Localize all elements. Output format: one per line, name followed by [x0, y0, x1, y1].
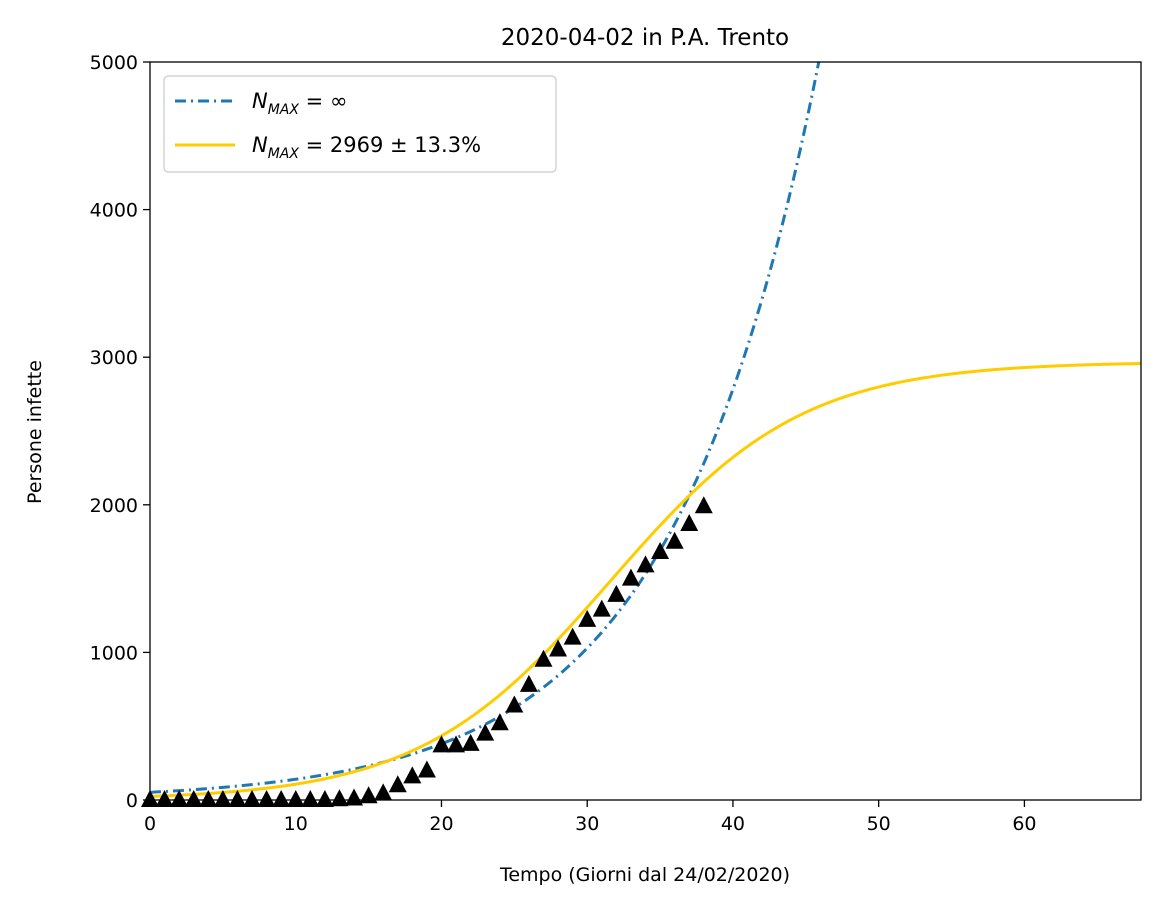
data-point — [374, 783, 393, 801]
data-point — [534, 649, 553, 667]
data-point — [680, 513, 699, 531]
legend-label-1-rest: = 2969 ± 13.3% — [299, 133, 481, 157]
data-point — [272, 790, 291, 807]
data-point — [476, 723, 495, 741]
data-point — [199, 790, 218, 807]
data-point — [301, 790, 320, 807]
data-point — [388, 775, 407, 793]
data-point — [549, 639, 568, 657]
x-tick-label-3: 30 — [575, 813, 599, 835]
data-point — [607, 584, 626, 602]
data-point — [243, 790, 262, 807]
data-point — [490, 713, 509, 731]
data-point — [563, 627, 582, 645]
chart-title: 2020-04-02 in P.A. Trento — [501, 25, 789, 51]
data-point — [345, 788, 364, 806]
legend-box — [163, 75, 557, 173]
data-point — [257, 790, 276, 807]
data-point — [315, 790, 334, 807]
legend-label-1-main: N — [252, 133, 268, 157]
y-tick-label-3: 3000 — [90, 347, 138, 369]
data-point — [432, 735, 451, 753]
data-point — [170, 790, 189, 807]
data-point — [403, 766, 422, 784]
x-tick-label-0: 0 — [144, 813, 156, 835]
y-tick-label-1: 1000 — [90, 642, 138, 664]
data-point — [330, 789, 349, 807]
series-line-0 — [150, 62, 821, 794]
data-point — [651, 542, 670, 560]
data-point — [461, 733, 480, 751]
data-point — [228, 790, 247, 807]
x-axis-label: Tempo (Giorni dal 24/02/2020) — [499, 864, 790, 886]
legend-label-0: NMAX = ∞ — [252, 89, 347, 118]
data-point — [286, 790, 305, 807]
y-tick-label-0: 0 — [126, 790, 138, 812]
data-point — [417, 760, 436, 778]
data-point — [359, 786, 378, 804]
data-point — [665, 531, 684, 549]
series-layer — [150, 62, 1141, 798]
x-tick-label-2: 20 — [429, 813, 453, 835]
x-tick-label-5: 50 — [867, 813, 891, 835]
data-point — [578, 609, 597, 627]
data-point — [621, 568, 640, 586]
data-point — [155, 790, 174, 807]
data-point — [184, 790, 203, 807]
legend-label-1-sub: MAX — [268, 146, 300, 162]
data-point — [505, 695, 524, 713]
x-tick-label-6: 60 — [1012, 813, 1036, 835]
data-point — [447, 735, 466, 753]
axis-ticks: 0 10 20 30 40 50 60 0 1000 2000 3000 4000 5000 — [90, 52, 1037, 835]
series-line-1 — [150, 362, 1141, 798]
data-point — [636, 555, 655, 573]
legend-label-0-rest: = ∞ — [299, 89, 347, 113]
x-tick-label-1: 10 — [284, 813, 308, 835]
plot-frame — [149, 61, 1142, 801]
legend-label-0-main: N — [252, 89, 268, 113]
data-point — [213, 790, 232, 807]
y-tick-label-2: 2000 — [90, 495, 138, 517]
markers-layer — [141, 496, 713, 807]
legend-label-1: NMAX = 2969 ± 13.3% — [252, 133, 481, 162]
data-point — [592, 599, 611, 617]
legend-label-0-sub: MAX — [268, 102, 300, 118]
y-tick-label-4: 4000 — [90, 200, 138, 222]
y-axis-label: Persone infette — [24, 360, 46, 504]
data-point — [519, 674, 538, 692]
x-tick-label-4: 40 — [721, 813, 745, 835]
y-tick-label-5: 5000 — [90, 52, 138, 74]
legend: NMAX = ∞ NMAX = 2969 ± 13.3% — [163, 75, 557, 173]
data-point — [694, 496, 713, 514]
